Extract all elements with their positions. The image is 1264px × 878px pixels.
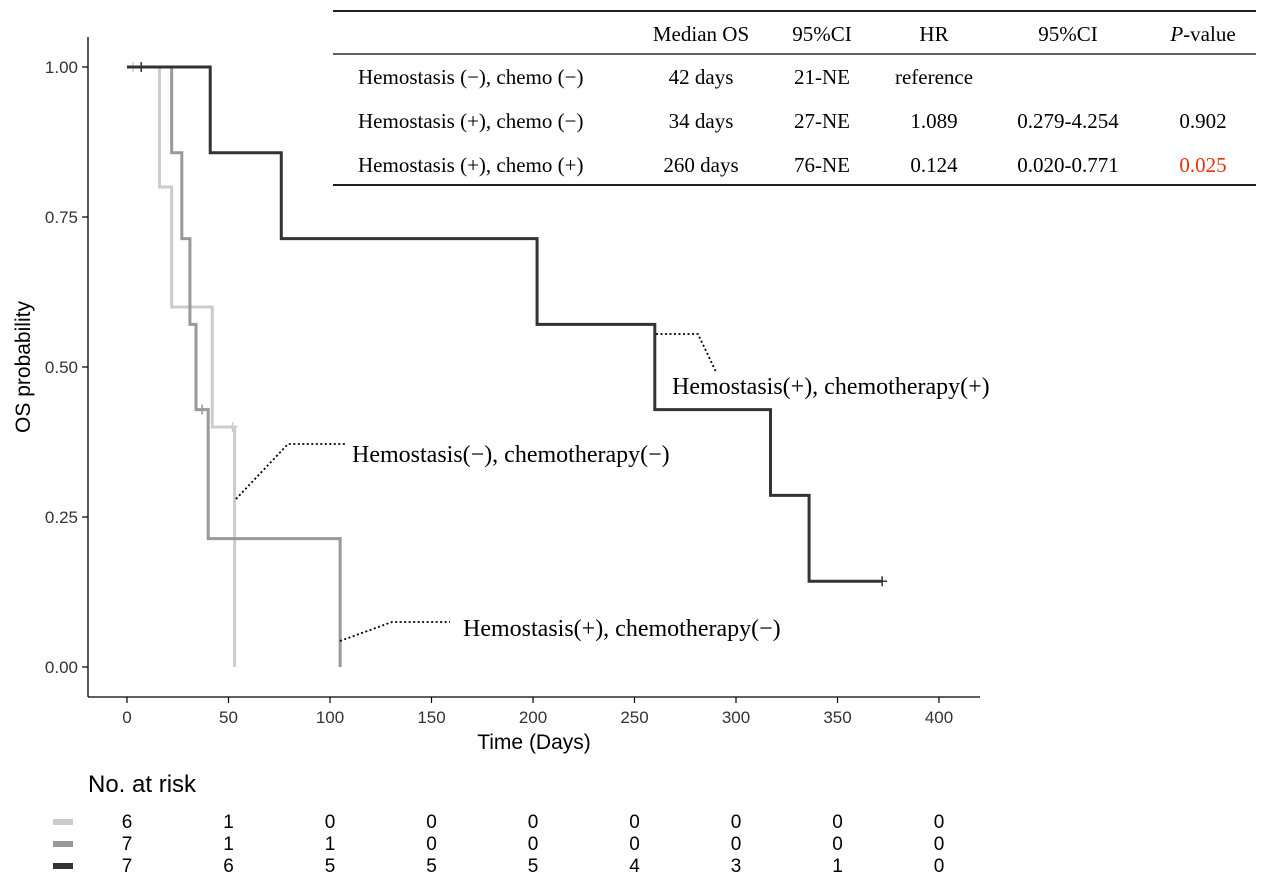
censor-mark [197, 404, 208, 415]
table-header-cell: 95%CI [1038, 22, 1098, 46]
curve-label: Hemostasis(+), chemotherapy(+) [672, 374, 990, 400]
risk-cell: 0 [629, 812, 640, 833]
annotation-layer: Hemostasis(+), chemotherapy(+) Hemostasis… [235, 333, 990, 642]
x-tick-label: 150 [417, 708, 445, 727]
table-cell: 260 days [663, 153, 738, 177]
censor-mark [877, 576, 888, 587]
table-cell: 42 days [669, 65, 734, 89]
risk-cell: 1 [223, 834, 234, 855]
y-axis-title: OS probability [12, 301, 35, 433]
risk-cell: 0 [528, 812, 539, 833]
risk-cell: 0 [934, 856, 945, 877]
annotation-leader-line [339, 621, 450, 642]
table-cell: Hemostasis (+), chemo (−) [358, 109, 583, 133]
risk-cell: 0 [426, 834, 437, 855]
table-cell: 0.279-4.254 [1017, 109, 1119, 133]
table-header-cell: Median OS [653, 22, 749, 46]
risk-cell: 6 [122, 812, 133, 833]
table-cell: 1.089 [910, 109, 957, 133]
annotation-leader-line [656, 333, 717, 373]
x-tick-label: 0 [122, 708, 131, 727]
risk-cell: 0 [832, 812, 843, 833]
x-tick-label: 50 [219, 708, 238, 727]
x-axis-title: Time (Days) [477, 731, 591, 754]
risk-row-swatch [53, 841, 73, 847]
table-cell: 27-NE [794, 109, 850, 133]
annotation-leader-line [235, 443, 345, 500]
risk-cell: 7 [122, 856, 133, 877]
risk-cell: 5 [426, 856, 437, 877]
table-header-cell: P-value [1169, 22, 1235, 46]
risk-cell: 6 [223, 856, 234, 877]
risk-cell: 1 [223, 812, 234, 833]
table-header-cell: HR [919, 22, 948, 46]
risk-cell: 0 [528, 834, 539, 855]
curve-label: Hemostasis(+), chemotherapy(−) [463, 616, 781, 642]
y-tick-label: 1.00 [45, 58, 78, 77]
table-cell: 0.020-0.771 [1017, 153, 1119, 177]
x-tick-label: 100 [316, 708, 344, 727]
series-line-3 [127, 65, 883, 583]
x-tick-label: 350 [823, 708, 851, 727]
risk-cell: 3 [731, 856, 742, 877]
risk-cell: 5 [528, 856, 539, 877]
risk-row-swatch [53, 863, 73, 869]
risk-cell: 0 [934, 834, 945, 855]
table-cell: reference [895, 65, 973, 89]
risk-row-swatch [53, 819, 73, 825]
table-cell: Hemostasis (+), chemo (+) [358, 153, 583, 177]
table-cell: 0.124 [910, 153, 958, 177]
table-cell: 76-NE [794, 153, 850, 177]
risk-cell: 4 [629, 856, 640, 877]
x-tick-label: 300 [722, 708, 750, 727]
curve-label: Hemostasis(−), chemotherapy(−) [352, 442, 670, 468]
series-line-1 [127, 65, 237, 667]
table-cell: 0.902 [1179, 109, 1226, 133]
x-tick-label: 200 [519, 708, 547, 727]
table-cell: 0.025 [1179, 153, 1226, 177]
risk-cell: 1 [832, 856, 843, 877]
table-cell: 34 days [669, 109, 734, 133]
x-tick-label: 250 [620, 708, 648, 727]
censor-mark [136, 62, 147, 72]
risk-cell: 1 [325, 834, 336, 855]
risk-cell: 7 [122, 834, 133, 855]
table-cell: 21-NE [794, 65, 850, 89]
risk-cell: 0 [426, 812, 437, 833]
censor-mark [227, 422, 238, 432]
stats-table: Median OS 95%CI HR 95%CI P-value Hemostasis (… [333, 10, 1256, 186]
risk-cell: 0 [934, 812, 945, 833]
risk-cell: 0 [731, 834, 742, 855]
axes: 0 50 100 150 200 250 300 350 400 0.00 0.25 0.50 0.75… [12, 37, 980, 754]
risk-cell: 0 [832, 834, 843, 855]
y-tick-label: 0.25 [45, 508, 78, 527]
risk-table-title: No. at risk [88, 771, 197, 798]
risk-cell: 0 [325, 812, 336, 833]
y-tick-label: 0.50 [45, 358, 78, 377]
table-header-cell: 95%CI [792, 22, 852, 46]
series-layer [127, 62, 888, 667]
risk-cell: 0 [629, 834, 640, 855]
y-tick-label: 0.75 [45, 208, 78, 227]
table-cell: Hemostasis (−), chemo (−) [358, 65, 583, 89]
risk-cell: 0 [731, 812, 742, 833]
series-line-2 [127, 65, 342, 667]
y-tick-label: 0.00 [45, 658, 78, 677]
x-tick-label: 400 [925, 708, 953, 727]
risk-cell: 5 [325, 856, 336, 877]
